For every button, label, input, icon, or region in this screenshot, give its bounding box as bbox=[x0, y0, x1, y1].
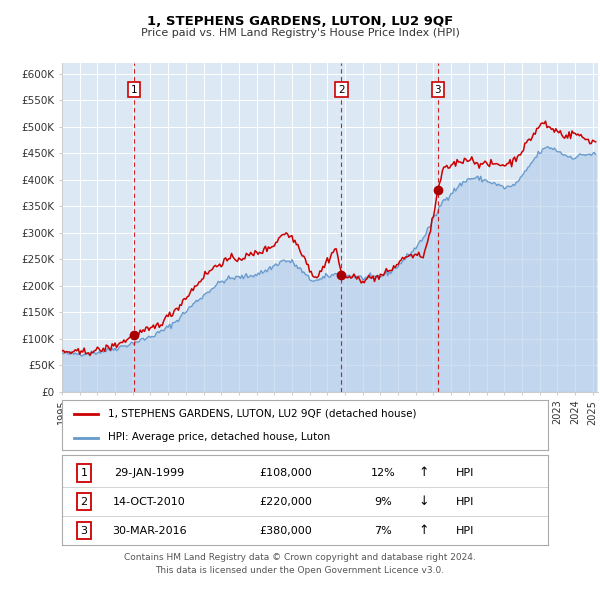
Text: ↑: ↑ bbox=[419, 524, 430, 537]
Text: 29-JAN-1999: 29-JAN-1999 bbox=[115, 468, 185, 478]
Text: HPI: HPI bbox=[456, 526, 475, 536]
Text: £380,000: £380,000 bbox=[259, 526, 312, 536]
Text: £220,000: £220,000 bbox=[259, 497, 312, 507]
Text: £108,000: £108,000 bbox=[259, 468, 312, 478]
Text: Contains HM Land Registry data © Crown copyright and database right 2024.: Contains HM Land Registry data © Crown c… bbox=[124, 553, 476, 562]
Text: 9%: 9% bbox=[374, 497, 392, 507]
Text: 1, STEPHENS GARDENS, LUTON, LU2 9QF (detached house): 1, STEPHENS GARDENS, LUTON, LU2 9QF (det… bbox=[108, 409, 416, 419]
Text: HPI: HPI bbox=[456, 497, 475, 507]
Text: 3: 3 bbox=[434, 84, 441, 94]
Text: ↓: ↓ bbox=[419, 495, 430, 509]
Text: ↑: ↑ bbox=[419, 467, 430, 480]
Text: HPI: HPI bbox=[456, 468, 475, 478]
Text: 3: 3 bbox=[80, 526, 88, 536]
Text: 1, STEPHENS GARDENS, LUTON, LU2 9QF: 1, STEPHENS GARDENS, LUTON, LU2 9QF bbox=[147, 15, 453, 28]
Text: This data is licensed under the Open Government Licence v3.0.: This data is licensed under the Open Gov… bbox=[155, 566, 445, 575]
Text: 7%: 7% bbox=[374, 526, 392, 536]
Text: Price paid vs. HM Land Registry's House Price Index (HPI): Price paid vs. HM Land Registry's House … bbox=[140, 28, 460, 38]
Text: 30-MAR-2016: 30-MAR-2016 bbox=[112, 526, 187, 536]
Text: 2: 2 bbox=[338, 84, 344, 94]
Text: 14-OCT-2010: 14-OCT-2010 bbox=[113, 497, 186, 507]
Text: 2: 2 bbox=[80, 497, 88, 507]
Text: 1: 1 bbox=[131, 84, 137, 94]
Text: 1: 1 bbox=[80, 468, 88, 478]
Text: HPI: Average price, detached house, Luton: HPI: Average price, detached house, Luto… bbox=[108, 432, 331, 442]
Text: 12%: 12% bbox=[370, 468, 395, 478]
